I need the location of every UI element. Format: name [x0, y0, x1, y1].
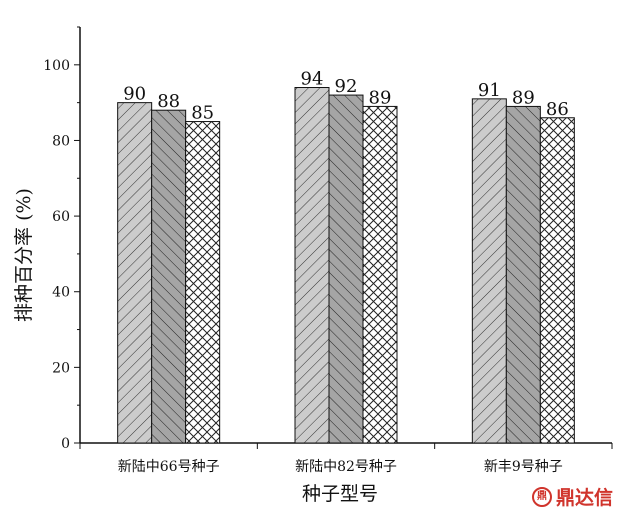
bar — [471, 98, 507, 444]
bar — [505, 105, 541, 444]
y-tick-label: 0 — [61, 436, 70, 452]
y-tick-label: 20 — [52, 360, 70, 376]
bar — [362, 105, 398, 444]
y-tick-label: 80 — [52, 133, 70, 149]
data-label: 91 — [478, 80, 501, 101]
y-tick-label: 60 — [52, 209, 70, 225]
x-tick-label: 新陆中82号种子 — [295, 459, 397, 475]
dingdaxin-logo-icon: 鼎 — [531, 486, 552, 507]
data-label: 94 — [301, 69, 324, 90]
x-axis-title: 种子型号 — [302, 483, 378, 505]
bar — [328, 94, 364, 444]
watermark: 鼎 鼎达信 — [531, 483, 613, 510]
bars — [117, 87, 575, 444]
data-label: 90 — [123, 84, 146, 105]
bar — [185, 121, 221, 444]
data-label: 89 — [512, 87, 535, 108]
bar — [117, 102, 153, 444]
data-label: 92 — [335, 76, 358, 97]
data-labels: 90 88 85 94 92 89 91 89 86 — [123, 69, 569, 124]
bar — [539, 117, 575, 444]
y-axis-title: 排种百分率 (%) — [13, 188, 35, 322]
x-tick-label: 新陆中66号种子 — [118, 459, 220, 475]
data-label: 86 — [546, 99, 569, 120]
bar — [294, 87, 330, 444]
data-label: 85 — [191, 103, 214, 124]
data-label: 89 — [369, 87, 392, 108]
watermark-text: 鼎达信 — [555, 487, 613, 509]
y-tick-label: 100 — [43, 58, 70, 74]
data-label: 88 — [157, 91, 180, 112]
bar — [151, 109, 187, 444]
x-tick-label: 新丰9号种子 — [484, 459, 563, 475]
y-tick-label: 40 — [52, 285, 70, 301]
